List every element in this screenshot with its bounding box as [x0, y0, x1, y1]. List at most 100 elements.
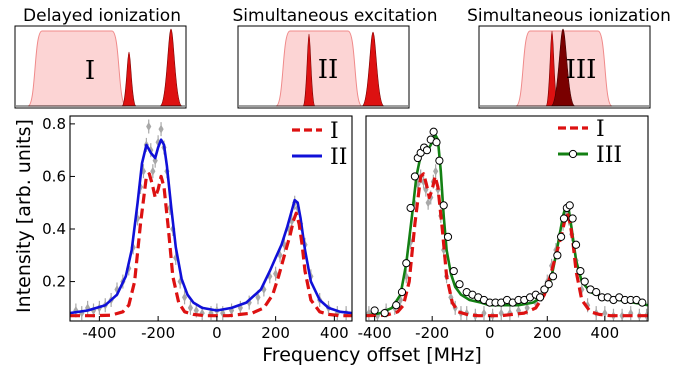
data-point — [602, 308, 608, 318]
data-point — [498, 308, 504, 318]
data-marker — [406, 203, 415, 213]
data-marker — [592, 287, 601, 297]
x-tick-label: -400 — [82, 324, 116, 342]
inset1-narrow-pulse — [121, 51, 137, 107]
data-marker — [392, 301, 401, 310]
data-marker — [544, 280, 553, 289]
plot-area — [70, 119, 352, 321]
x-tick-label: 400 — [591, 324, 620, 342]
data-marker — [435, 156, 444, 165]
data-marker — [439, 201, 448, 210]
inset3-ionization-pulse — [550, 28, 576, 107]
x-axis-label: Frequency offset [MHz] — [262, 344, 481, 366]
data-marker — [638, 298, 647, 307]
data-marker — [432, 138, 441, 147]
data-marker — [540, 285, 549, 294]
axes-frame — [69, 115, 353, 322]
data-point — [425, 198, 431, 208]
x-tick-label: 200 — [533, 324, 562, 342]
data-point — [150, 166, 156, 176]
data-point — [423, 185, 429, 195]
inset-title-simultaneous-excitation: Simultaneous excitation — [233, 6, 438, 26]
inset2-narrow-pulse — [302, 33, 316, 107]
y-tick-label: 0.4 — [42, 220, 66, 238]
inset1-broad-pulse — [27, 30, 127, 107]
legend-marker — [568, 149, 578, 159]
data-marker — [576, 266, 585, 276]
data-marker — [410, 172, 420, 181]
legend-label-i: I — [330, 119, 339, 144]
x-tick-label: -200 — [415, 324, 449, 342]
data-marker — [422, 146, 432, 155]
x-tick-label: -400 — [358, 324, 392, 342]
y-axis-label: Intensity [arb. units] — [13, 119, 35, 313]
data-point — [515, 305, 522, 315]
y-tick-label: 0.8 — [42, 115, 66, 133]
data-marker — [443, 232, 453, 241]
data-marker — [548, 272, 558, 281]
data-marker — [455, 280, 464, 289]
legend: III — [292, 119, 347, 170]
data-point — [619, 311, 625, 321]
data-marker — [580, 277, 589, 286]
x-tick-label: 400 — [320, 324, 349, 342]
data-point — [481, 308, 487, 318]
x-tick-label: -200 — [141, 324, 175, 342]
pulse-insets: Delayed ionization Simultaneous excitati… — [14, 6, 671, 109]
legend-label-ii: II — [330, 145, 347, 170]
data-point — [146, 122, 152, 132]
data-point — [273, 269, 279, 279]
data-point — [79, 308, 85, 318]
data-point — [255, 292, 261, 302]
inset-label-ii: II — [318, 55, 339, 85]
data-point — [433, 166, 439, 176]
legend-label-iii: III — [596, 143, 622, 168]
data-marker — [429, 127, 438, 136]
data-point — [397, 295, 404, 305]
data-point — [158, 124, 164, 134]
data-marker — [565, 201, 574, 210]
data-marker — [535, 293, 545, 302]
axes-frame — [365, 115, 649, 322]
data-point — [114, 284, 120, 294]
data-marker — [553, 251, 562, 260]
data-point — [187, 303, 194, 313]
data-point — [579, 284, 585, 294]
data-point — [90, 305, 97, 315]
data-marker — [402, 259, 411, 268]
data-point — [441, 245, 447, 255]
data-marker — [380, 309, 389, 318]
series-line-i — [70, 172, 352, 318]
legend-label-i: I — [596, 117, 605, 142]
inset-title-delayed-ionization: Delayed ionization — [23, 6, 181, 26]
data-marker — [449, 266, 458, 276]
series-line-ii — [70, 138, 352, 315]
data-marker — [556, 232, 566, 241]
x-tick-label: 0 — [212, 324, 222, 342]
y-tick-label: 0.6 — [42, 167, 66, 185]
inset-label-iii: III — [566, 55, 597, 85]
series-line-i — [366, 172, 648, 318]
data-marker — [397, 287, 407, 297]
data-point — [181, 292, 188, 302]
data-marker — [568, 214, 577, 223]
data-marker — [571, 240, 581, 249]
plot-area — [366, 127, 648, 321]
inset1-ionization-pulse — [159, 28, 183, 107]
data-point — [524, 303, 530, 313]
inset2-ionization-pulse — [361, 31, 385, 107]
x-tick-label: 200 — [261, 324, 290, 342]
data-point — [193, 305, 199, 315]
data-point — [85, 303, 91, 313]
x-tick-label: 0 — [485, 324, 495, 342]
inset-title-simultaneous-ionization: Simultaneous ionization — [467, 6, 671, 26]
data-marker — [370, 306, 379, 315]
inset2-broad-pulse — [275, 30, 363, 107]
inset-label-i: I — [85, 56, 95, 86]
data-point — [73, 305, 79, 315]
left-spectrum-panel: -400 -200 0 200 400 0.2 0.4 0.6 0.8 III — [42, 115, 353, 342]
inset-pulse-shapes — [16, 28, 649, 107]
